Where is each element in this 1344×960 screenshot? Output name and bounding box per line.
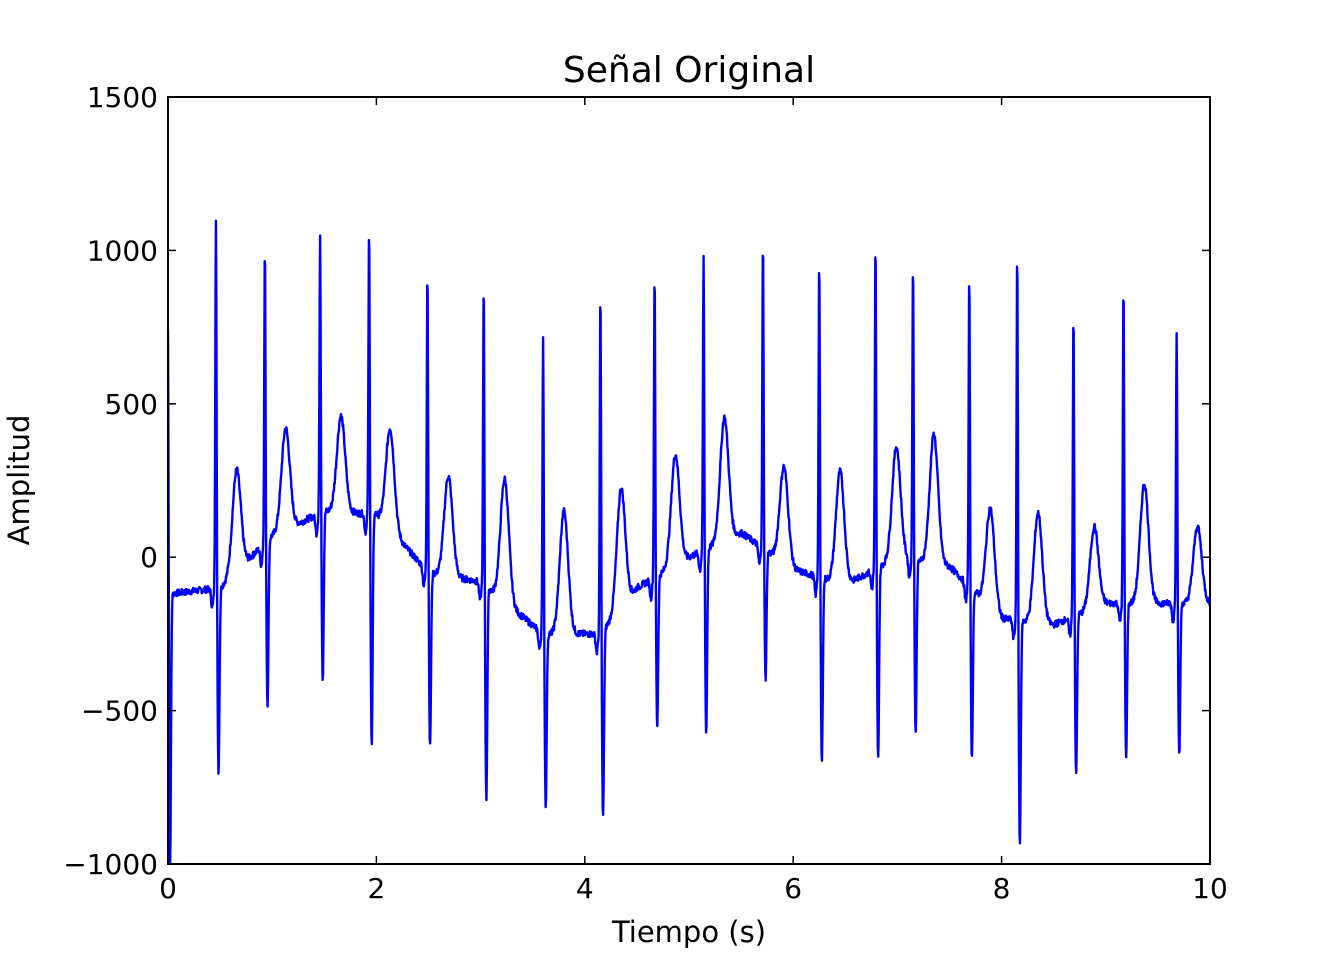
y-tick-label: 0 [140, 541, 158, 574]
x-tick-label: 2 [367, 872, 385, 905]
x-axis-label: Tiempo (s) [611, 915, 766, 949]
x-tick-label: 8 [993, 872, 1011, 905]
y-tick-label: −1000 [63, 848, 158, 881]
tick-layer: 0 2 4 6 8 10 −1000 −500 0 500 1000 1500 [63, 81, 1228, 905]
y-tick-label: 500 [105, 388, 158, 421]
y-tick-label: 1500 [87, 81, 158, 114]
x-tick-label: 6 [784, 872, 802, 905]
x-tick-label: 0 [159, 872, 177, 905]
signal-line [168, 219, 1210, 864]
x-tick-label: 4 [576, 872, 594, 905]
plot-frame [167, 96, 1211, 865]
y-tick-label: −500 [81, 695, 158, 728]
y-tick-label: 1000 [87, 234, 158, 267]
series-layer [168, 219, 1210, 864]
chart-title: Señal Original [563, 50, 815, 91]
y-axis-label: Amplitud [2, 415, 36, 546]
x-tick-label: 10 [1192, 872, 1228, 905]
